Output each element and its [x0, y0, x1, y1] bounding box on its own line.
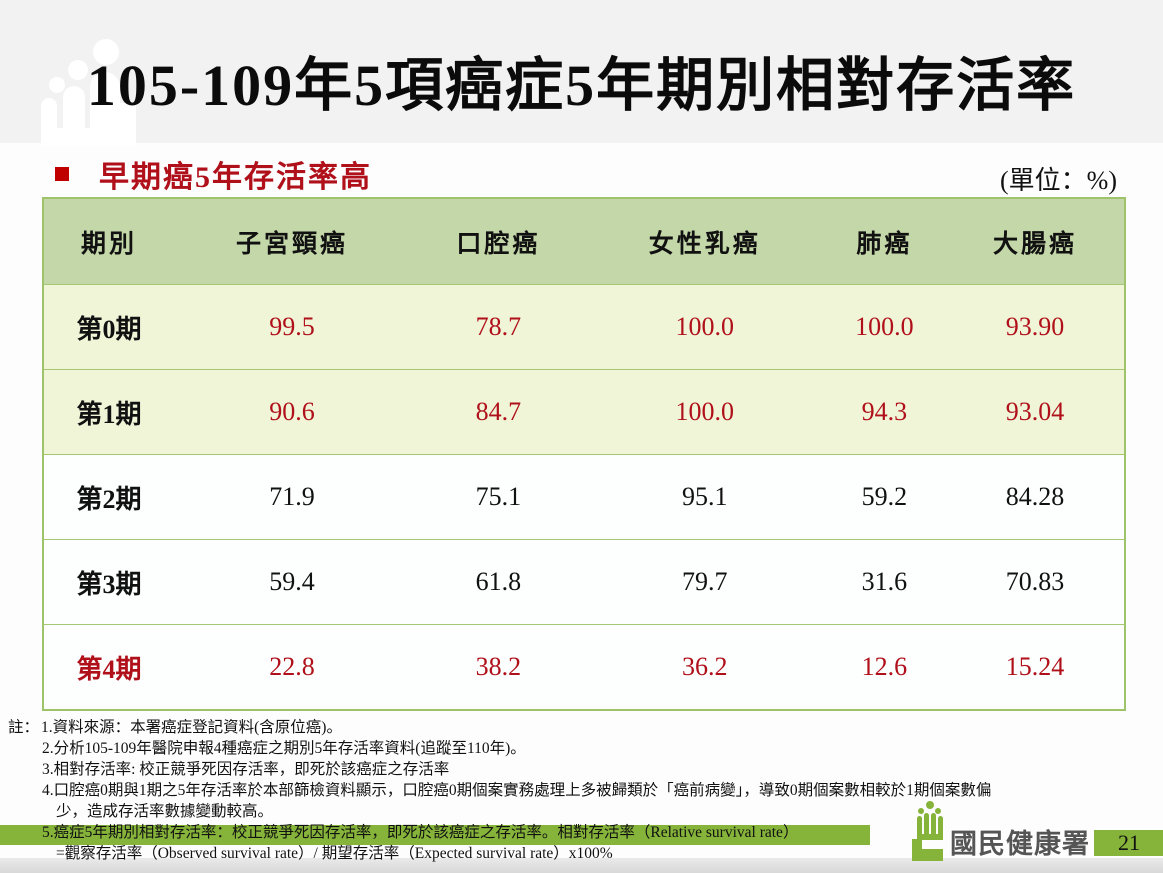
value-cell: 95.1: [586, 454, 823, 540]
subtitle-row: 早期癌5年存活率高: [55, 152, 372, 196]
org-name: 國民健康署: [950, 829, 1090, 860]
value-cell: 100.0: [586, 369, 823, 455]
value-cell: 79.7: [586, 539, 823, 625]
footnotes: 註： 1.資料來源：本署癌症登記資料(含原位癌)。 2.分析105-109年醫院申…: [8, 717, 991, 864]
unit-label: (單位：%): [1000, 166, 1117, 195]
table-row: 第2期 71.9 75.1 95.1 59.2 84.28: [43, 454, 1125, 540]
value-cell: 12.6: [822, 624, 946, 711]
value-cell: 75.1: [409, 454, 587, 540]
stage-cell: 第3期: [43, 539, 174, 625]
header-cervical: 子宮頸癌: [174, 198, 410, 285]
value-cell: 94.3: [822, 369, 946, 455]
value-cell: 36.2: [586, 624, 823, 711]
value-cell: 99.5: [174, 284, 410, 370]
header-lung: 肺癌: [822, 198, 946, 285]
stage-cell: 第4期: [43, 624, 174, 711]
value-cell: 78.7: [409, 284, 587, 370]
note-4-cont: 少，造成存活率數據變動較高。: [56, 803, 274, 820]
value-cell: 59.2: [822, 454, 946, 540]
value-cell: 71.9: [174, 454, 410, 540]
value-cell: 61.8: [409, 539, 587, 625]
value-cell: 93.04: [945, 369, 1125, 455]
value-cell: 22.8: [174, 624, 410, 711]
footer-green-bar: [0, 825, 870, 845]
value-cell: 100.0: [586, 284, 823, 370]
note-5-cont: =觀察存活率（Observed survival rate）/ 期望存活率（Ex…: [56, 845, 613, 862]
subtitle: 早期癌5年存活率高: [99, 161, 372, 194]
value-cell: 15.24: [945, 624, 1125, 711]
table-row: 第0期 99.5 78.7 100.0 100.0 93.90: [43, 284, 1125, 370]
page-number: 21: [1118, 830, 1140, 855]
value-cell: 90.6: [174, 369, 410, 455]
table-row: 第4期 22.8 38.2 36.2 12.6 15.24: [43, 624, 1125, 711]
value-cell: 93.90: [945, 284, 1125, 370]
watermark-people-icon: [41, 39, 136, 146]
note-3: 3.相對存活率: 校正競爭死因存活率，即死於該癌症之存活率: [42, 761, 450, 778]
bottom-shade: [0, 858, 1163, 873]
header-oral: 口腔癌: [409, 198, 587, 285]
table-row: 第3期 59.4 61.8 79.7 31.6 70.83: [43, 539, 1125, 625]
value-cell: 100.0: [822, 284, 946, 370]
stage-cell: 第2期: [43, 454, 174, 540]
note-2: 2.分析105-109年醫院申報4種癌症之期別5年存活率資料(追蹤至110年)。: [42, 740, 526, 757]
table-header-row: 期別 子宮頸癌 口腔癌 女性乳癌 肺癌 大腸癌: [43, 198, 1125, 285]
value-cell: 31.6: [822, 539, 946, 625]
stage-cell: 第1期: [43, 369, 174, 455]
value-cell: 84.28: [945, 454, 1125, 540]
hpa-hand-logo-icon: [912, 801, 943, 861]
table-row: 第1期 90.6 84.7 100.0 94.3 93.04: [43, 369, 1125, 455]
notes-label: 註：: [8, 719, 40, 736]
value-cell: 59.4: [174, 539, 410, 625]
title-band: [0, 0, 1163, 143]
value-cell: 70.83: [945, 539, 1125, 625]
stage-cell: 第0期: [43, 284, 174, 370]
page-number-bar: [1094, 830, 1163, 856]
header-stage: 期別: [43, 198, 174, 285]
header-breast: 女性乳癌: [586, 198, 823, 285]
survival-rate-table: 期別 子宮頸癌 口腔癌 女性乳癌 肺癌 大腸癌 第0期 99.5 78.7 10…: [42, 197, 1126, 711]
header-colorectal: 大腸癌: [945, 198, 1125, 285]
note-5: 5.癌症5年期別相對存活率：校正競爭死因存活率，即死於該癌症之存活率。相對存活率…: [42, 824, 799, 841]
page-title: 105-109年5項癌症5年期別相對存活率: [86, 53, 1077, 118]
note-1: 註： 1.資料來源：本署癌症登記資料(含原位癌)。: [8, 719, 342, 736]
org-logo: 國民健康署: [912, 801, 1090, 861]
value-cell: 84.7: [409, 369, 587, 455]
note-4: 4.口腔癌0期與1期之5年存活率於本部篩檢資料顯示，口腔癌0期個案實務處理上多被…: [42, 782, 992, 799]
value-cell: 38.2: [409, 624, 587, 711]
square-bullet-icon: [55, 167, 69, 181]
